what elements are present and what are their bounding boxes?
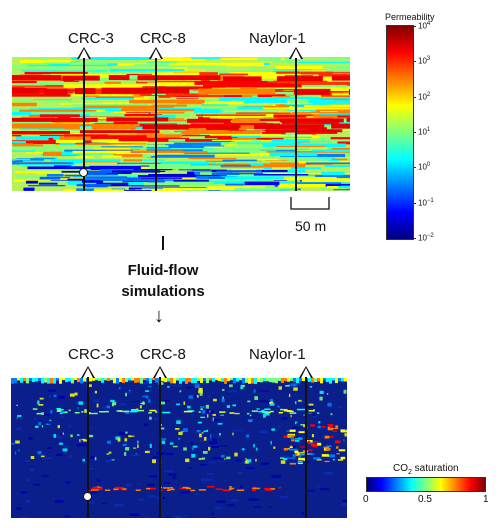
permeability-tick-label: 104 bbox=[418, 21, 431, 31]
process-label-line1: Fluid-flow bbox=[127, 262, 199, 279]
injection-point-icon bbox=[83, 492, 92, 501]
permeability-colorbar-gradient bbox=[386, 25, 414, 240]
permeability-tick-mark bbox=[413, 26, 416, 27]
well-trace-line bbox=[159, 377, 161, 518]
co2-saturation-colorbar-gradient bbox=[366, 477, 486, 492]
permeability-tick-mark bbox=[413, 61, 416, 63]
well-trace-line bbox=[295, 58, 297, 191]
arrow-head-fill-icon bbox=[83, 368, 93, 378]
well-trace-line bbox=[155, 58, 157, 191]
top-well-label-crc3: CRC-3 bbox=[68, 30, 114, 47]
permeability-tick-mark bbox=[413, 132, 416, 133]
well-trace-line bbox=[87, 377, 89, 518]
permeability-tick-label: 10−2 bbox=[418, 233, 434, 243]
permeability-tick-mark bbox=[413, 238, 416, 239]
permeability-tick-mark bbox=[413, 202, 416, 204]
scale-bar-label: 50 m bbox=[295, 218, 327, 234]
permeability-tick-mark bbox=[413, 96, 416, 98]
bottom-well-label-crc8: CRC-8 bbox=[140, 346, 186, 363]
permeability-tick-mark bbox=[413, 167, 416, 169]
permeability-colorbar-title: Permeability bbox=[385, 12, 435, 22]
arrow-head-fill-icon bbox=[301, 368, 311, 378]
permeability-field-image bbox=[12, 57, 350, 191]
arrow-head-fill-icon bbox=[151, 49, 161, 59]
co2-saturation-colorbar-title: CO2 saturation bbox=[393, 463, 459, 476]
permeability-tick-label: 100 bbox=[418, 162, 431, 172]
permeability-tick-label: 101 bbox=[418, 127, 431, 137]
well-trace-line bbox=[305, 377, 307, 518]
bottom-well-label-naylor1: Naylor-1 bbox=[249, 346, 306, 363]
arrow-head-fill-icon bbox=[291, 49, 301, 59]
down-arrow-icon: ↓ bbox=[154, 305, 164, 327]
top-well-label-naylor1: Naylor-1 bbox=[249, 30, 306, 47]
co2-saturation-tick-0: 0 bbox=[363, 494, 369, 505]
top-well-label-crc8: CRC-8 bbox=[140, 30, 186, 47]
scale-bar-bracket bbox=[290, 197, 330, 210]
bottom-well-label-crc3: CRC-3 bbox=[68, 346, 114, 363]
arrow-head-fill-icon bbox=[79, 49, 89, 59]
co2-saturation-image bbox=[11, 378, 347, 518]
well-trace-line bbox=[83, 58, 85, 191]
co2-saturation-panel bbox=[11, 378, 347, 518]
co2-saturation-tick-mid: 0.5 bbox=[418, 494, 432, 505]
injection-point-icon bbox=[79, 168, 88, 177]
process-label-line2: simulations bbox=[121, 283, 205, 300]
permeability-tick-label: 102 bbox=[418, 91, 431, 102]
permeability-tick-label: 103 bbox=[418, 56, 431, 66]
process-label: Fluid-flow simulations bbox=[63, 260, 263, 302]
co2-saturation-tick-1: 1 bbox=[483, 494, 489, 505]
permeability-tick-label: 10−1 bbox=[418, 197, 434, 208]
arrow-head-fill-icon bbox=[155, 368, 165, 378]
permeability-field-panel bbox=[12, 57, 350, 191]
process-connector-line bbox=[162, 236, 164, 250]
